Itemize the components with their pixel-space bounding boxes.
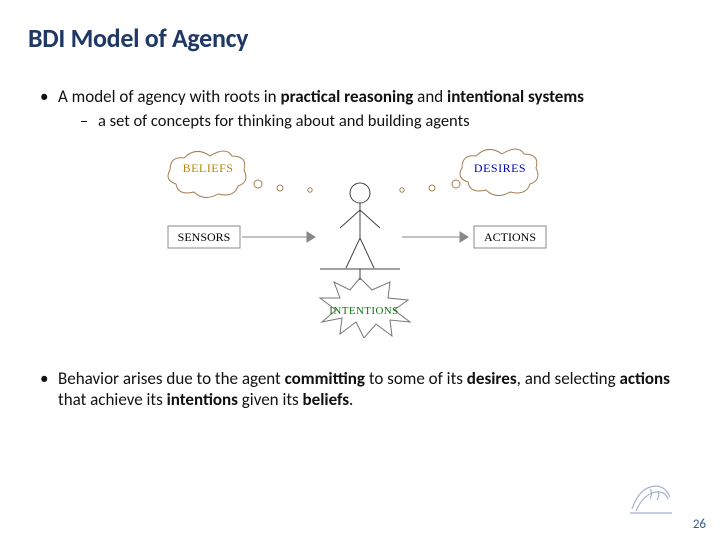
actions-box: ACTIONS <box>402 226 546 248</box>
sensors-box: SENSORS <box>168 226 315 248</box>
b2-t5: given its <box>238 389 303 410</box>
bullet-2: Behavior arises due to the agent committ… <box>38 368 692 411</box>
b1-bold1: practical reasoning <box>280 86 413 107</box>
stick-figure-icon <box>320 183 400 269</box>
bullet-1-sub: a set of concepts for thinking about and… <box>80 111 692 132</box>
b2-b4: intentions <box>167 389 238 410</box>
b2-t2: to some of its <box>365 368 467 389</box>
svg-text:ACTIONS: ACTIONS <box>484 230 536 244</box>
b1-mid: and <box>413 86 447 107</box>
bullet-1: A model of agency with roots in practica… <box>38 86 692 132</box>
b2-b3: actions <box>619 368 670 389</box>
diagram-svg: BELIEFS DESIRES SENSORS <box>150 138 570 338</box>
svg-text:BELIEFS: BELIEFS <box>183 161 234 175</box>
intentions-burst-icon: INTENTIONS <box>320 269 410 338</box>
b2-t6: . <box>349 389 353 410</box>
corner-logo-icon <box>628 479 674 522</box>
b2-b5: beliefs <box>303 389 349 410</box>
b2-t4: that achieve its <box>58 389 167 410</box>
svg-text:DESIRES: DESIRES <box>474 161 526 175</box>
beliefs-cloud-icon: BELIEFS <box>168 151 312 198</box>
slide-content: A model of agency with roots in practica… <box>28 86 692 410</box>
b2-b2: desires <box>467 368 517 389</box>
page-number: 26 <box>693 517 706 532</box>
svg-text:SENSORS: SENSORS <box>178 230 231 244</box>
slide-title: BDI Model of Agency <box>28 22 692 54</box>
b2-t1: Behavior arises due to the agent <box>58 368 285 389</box>
b2-b1: committing <box>285 368 365 389</box>
b2-t3: , and selecting <box>517 368 620 389</box>
desires-cloud-icon: DESIRES <box>400 149 538 196</box>
svg-text:INTENTIONS: INTENTIONS <box>329 305 398 317</box>
b1-bold2: intentional systems <box>447 86 584 107</box>
b1-pre: A model of agency with roots in <box>58 86 280 107</box>
bdi-diagram: BELIEFS DESIRES SENSORS <box>150 138 570 338</box>
